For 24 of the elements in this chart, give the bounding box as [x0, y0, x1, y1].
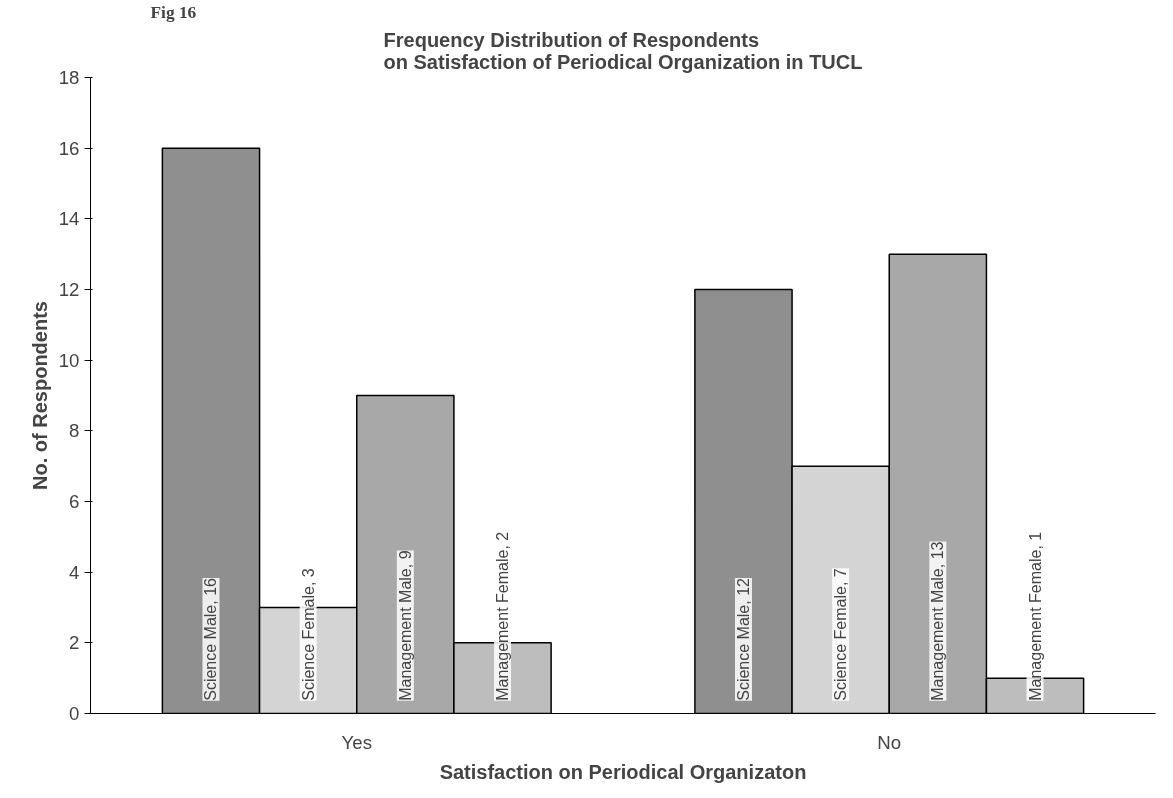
y-tick-label: 0	[69, 703, 80, 724]
data-label: Science Male, 16	[202, 577, 220, 701]
data-label: Management Female, 2	[494, 531, 512, 701]
y-axis-title: No. of Respondents	[28, 301, 51, 490]
caption: Fig 16	[150, 2, 197, 22]
y-tick-label: 6	[69, 491, 80, 512]
chart-title: Frequency Distribution of Respondents on Satisfaction of Periodical Organization in TUCL	[383, 28, 863, 73]
x-tick-label: Yes	[341, 731, 372, 753]
data-label: Management Male, 13	[929, 541, 947, 701]
y-tick-label: 16	[58, 137, 80, 159]
y-tick-label: 2	[69, 632, 80, 654]
y-tick-label: 12	[58, 279, 80, 300]
x-tick-label: No	[877, 731, 902, 753]
y-tick-label: 18	[58, 67, 80, 88]
data-label: Science Female, 3	[299, 568, 317, 701]
y-tick-label: 14	[58, 208, 80, 230]
y-tick-label: 10	[58, 349, 80, 371]
y-tick-label: 4	[69, 561, 80, 583]
data-label: Science Male, 12	[734, 577, 752, 701]
data-label: Management Female, 1	[1026, 531, 1044, 701]
data-label: Science Female, 7	[832, 568, 850, 701]
y-tick-label: 8	[69, 420, 80, 442]
data-label: Management Male, 9	[396, 550, 414, 701]
x-axis-title: Satisfaction on Periodical Organizaton	[439, 760, 807, 783]
